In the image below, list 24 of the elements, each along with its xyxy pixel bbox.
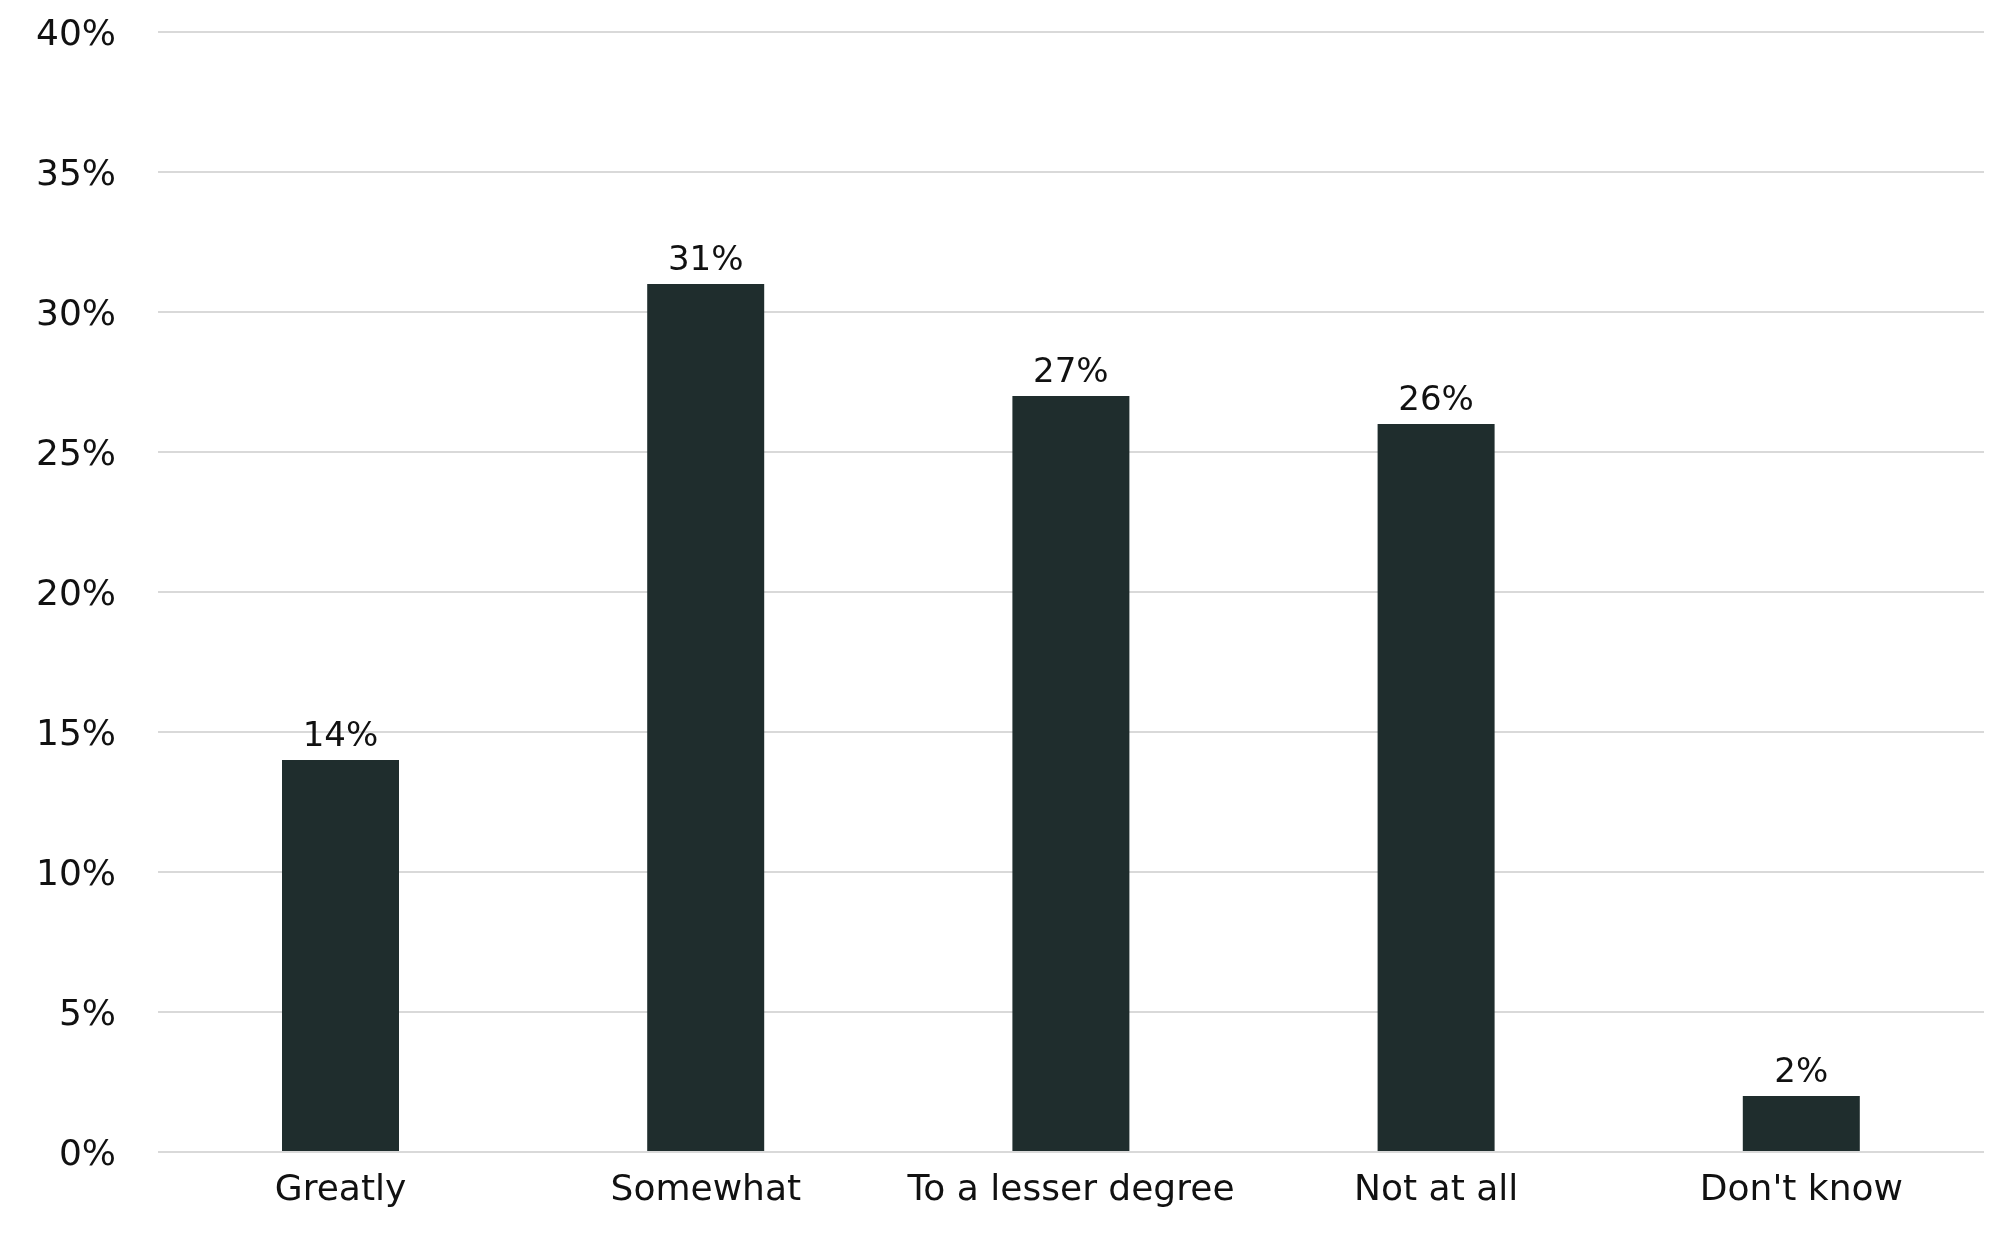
x-tick-label: Somewhat [610, 1166, 802, 1208]
data-label: 31% [667, 238, 744, 278]
bar [1742, 1096, 1860, 1152]
data-label: 2% [1774, 1050, 1829, 1090]
x-tick-label: Don't know [1699, 1166, 1903, 1208]
x-tick-label: Greatly [274, 1166, 407, 1208]
bar [647, 284, 765, 1152]
y-tick-label: 25% [35, 431, 116, 473]
y-tick-label: 30% [35, 291, 116, 333]
data-label: 27% [1033, 350, 1109, 390]
data-label: 14% [302, 714, 379, 754]
bar [1377, 424, 1495, 1152]
bar [1012, 396, 1130, 1152]
y-tick-label: 20% [35, 571, 116, 613]
x-tick-label: To a lesser degree [906, 1166, 1235, 1208]
y-tick-label: 40% [35, 11, 116, 53]
bar [282, 760, 399, 1152]
y-tick-label: 15% [35, 711, 116, 753]
y-tick-label: 10% [35, 851, 116, 893]
y-tick-label: 0% [58, 1131, 116, 1173]
y-tick-label: 35% [35, 151, 116, 193]
x-tick-label: Not at all [1354, 1166, 1519, 1208]
y-tick-label: 5% [58, 991, 116, 1033]
data-label: 26% [1398, 378, 1474, 418]
